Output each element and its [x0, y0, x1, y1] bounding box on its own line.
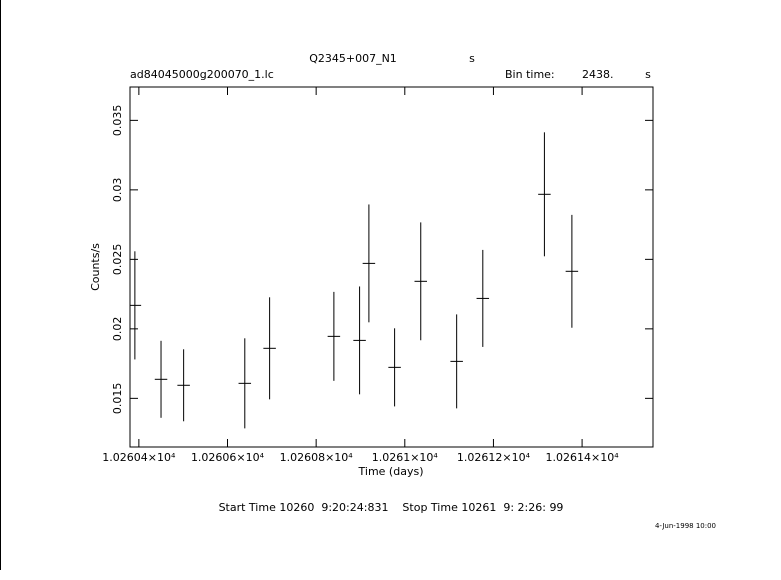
y-tick-label: 0.035 [111, 105, 124, 137]
x-tick-label: 1.02608×10⁴ [280, 451, 354, 464]
y-tick-label: 0.015 [111, 383, 124, 415]
date-stamp: 4-Jun-1998 10:00 [655, 522, 716, 530]
x-tick-label: 1.02612×10⁴ [457, 451, 531, 464]
x-tick-label: 1.0261×10⁴ [372, 451, 439, 464]
x-axis-label: Time (days) [358, 465, 424, 478]
x-tick-label: 1.02614×10⁴ [546, 451, 620, 464]
plot-frame [129, 86, 654, 448]
subtitle: ad84045000g200070_1.lc [130, 68, 274, 81]
title-unit: s [469, 52, 475, 65]
y-tick-label: 0.02 [111, 317, 124, 342]
y-tick-label: 0.025 [111, 244, 124, 276]
bin-time: 2438. [582, 68, 614, 81]
y-tick-label: 0.03 [111, 178, 124, 203]
bin-time-unit: s [645, 68, 651, 81]
x-tick-label: 1.02606×10⁴ [191, 451, 265, 464]
x-tick-label: 1.02604×10⁴ [102, 451, 176, 464]
chart-title: Q2345+007_N1 [309, 52, 397, 65]
footer: Start Time 10260 9:20:24:831 Stop Time 1… [219, 501, 564, 514]
y-axis-label: Counts/s [89, 243, 102, 291]
bin-time-label: Bin time: [505, 68, 555, 81]
